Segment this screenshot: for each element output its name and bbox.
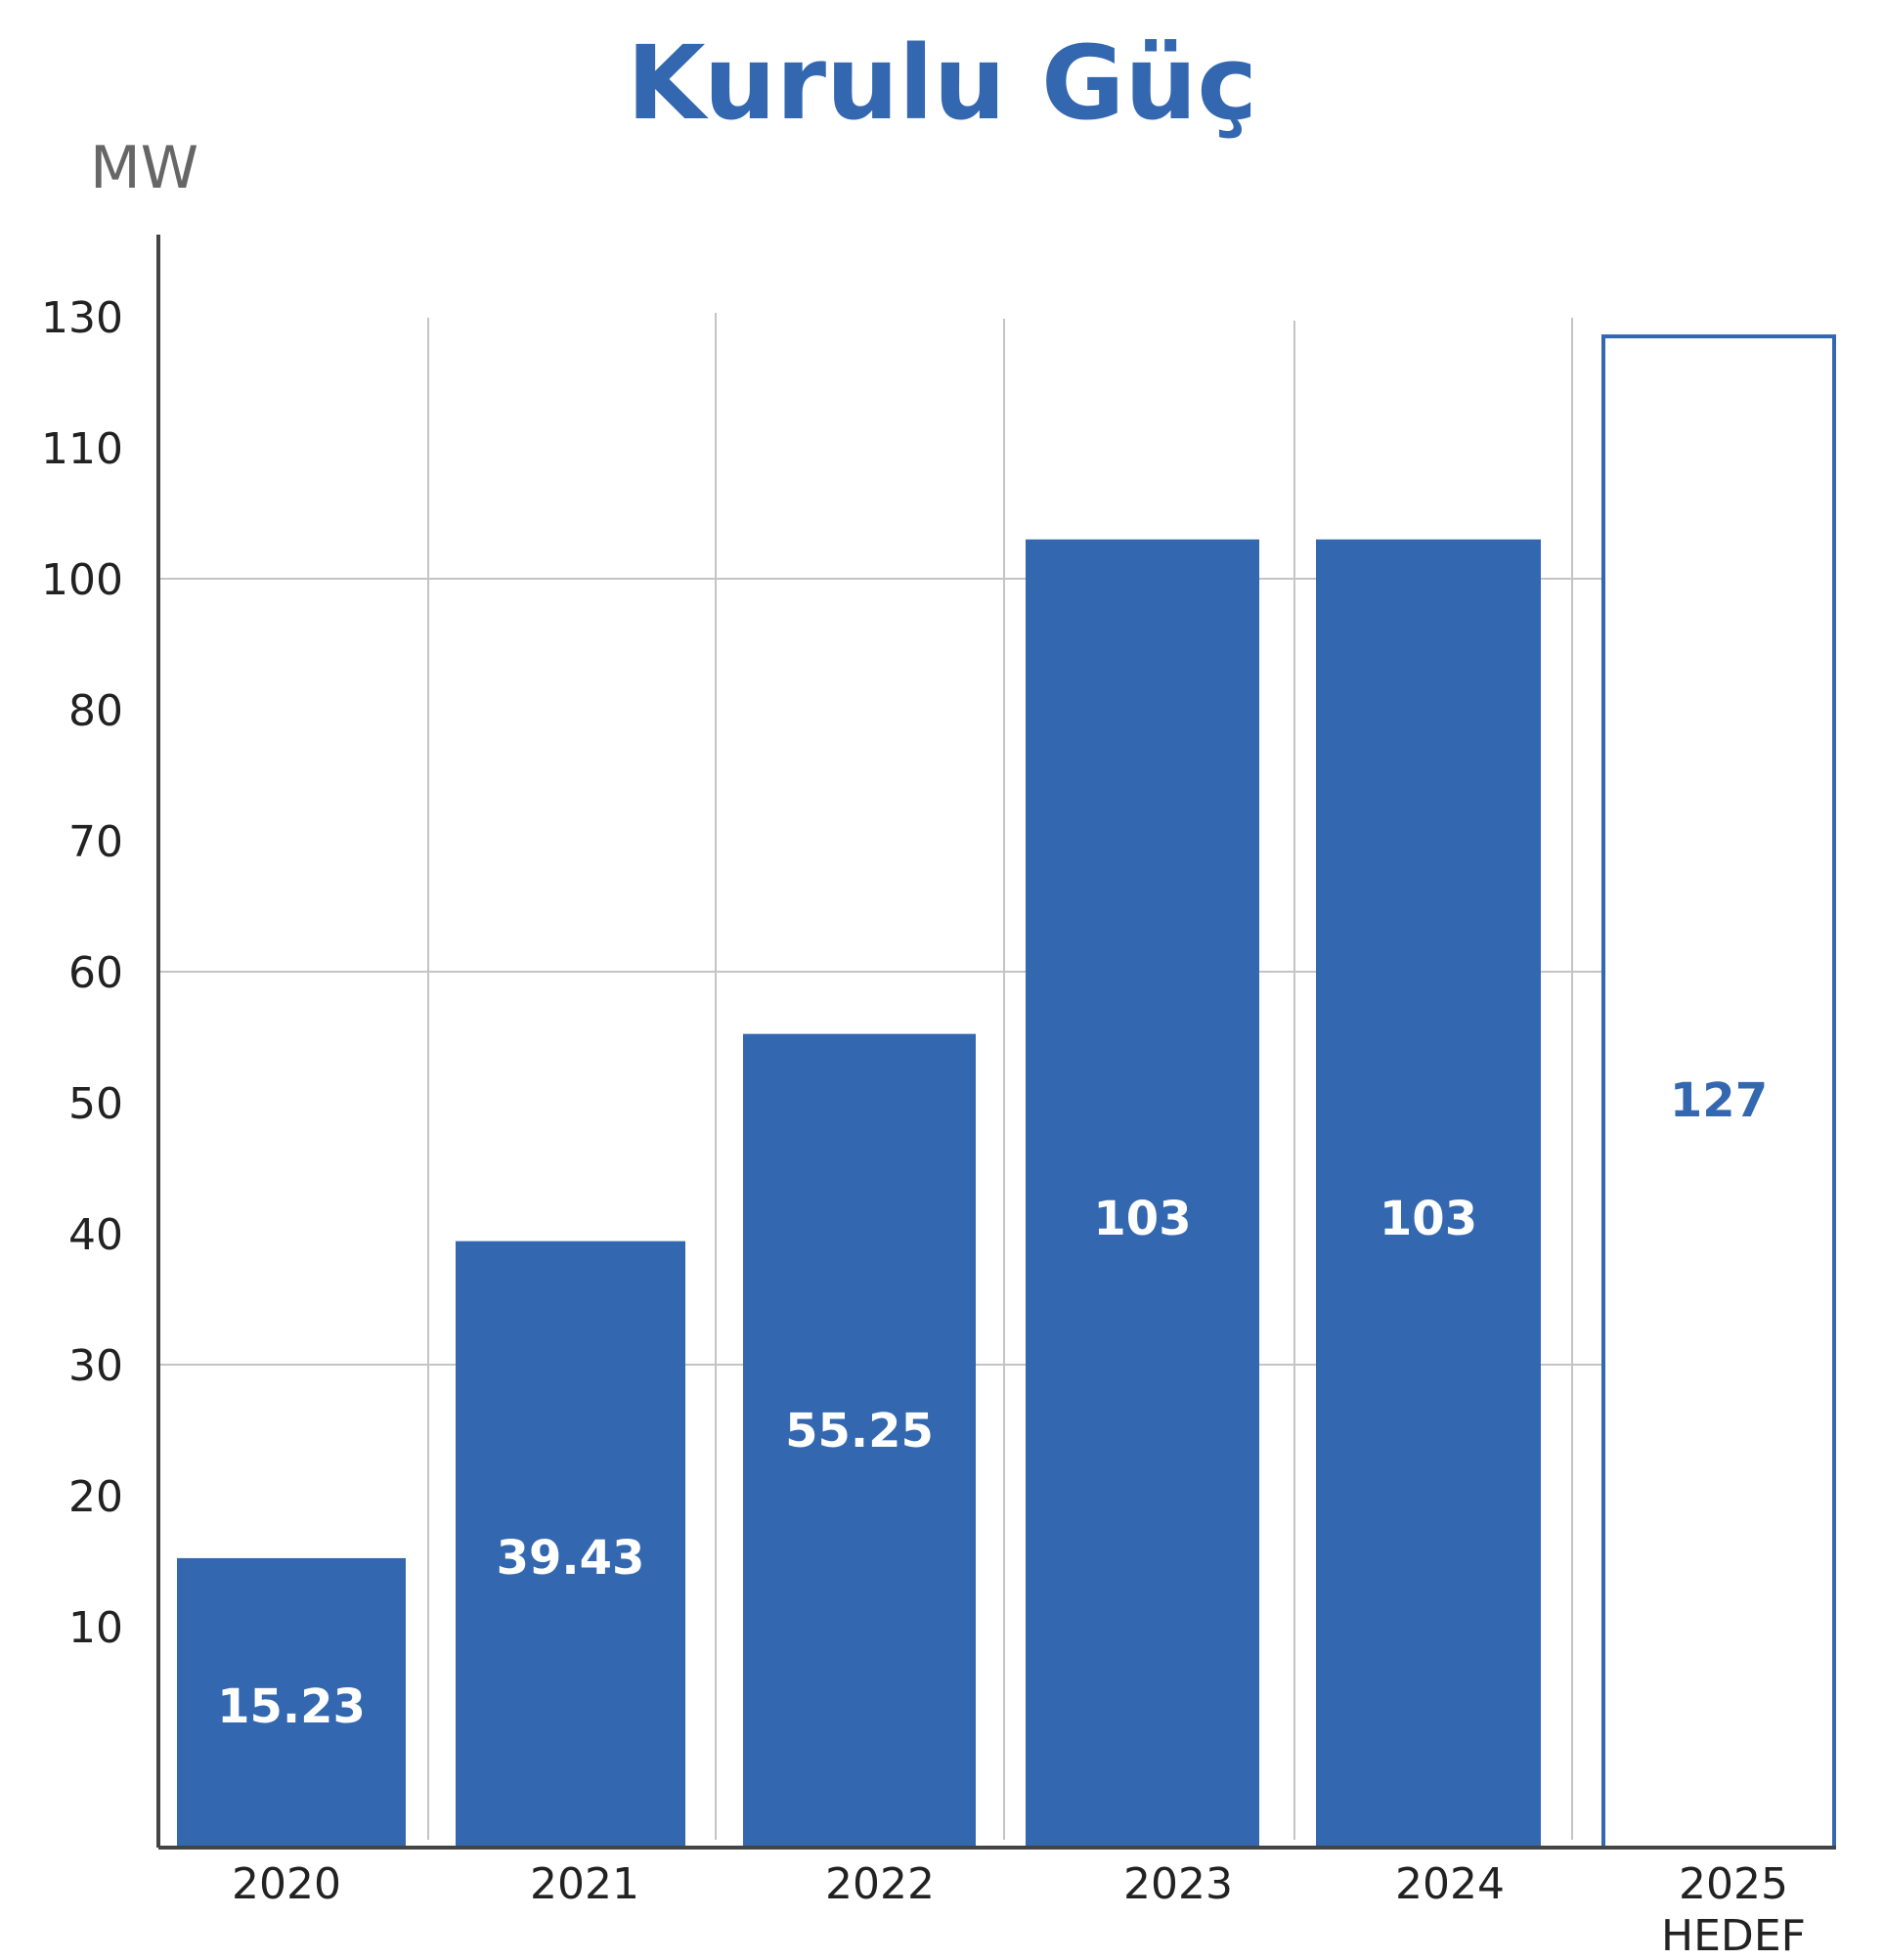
- bar-value-label: 55.25: [785, 1404, 934, 1459]
- bar-2025: [1601, 334, 1836, 1851]
- bar-value-label: 103: [1093, 1192, 1191, 1246]
- y-tick-label: 130: [41, 293, 123, 343]
- y-tick-label: 40: [68, 1210, 123, 1260]
- bar-2021: [456, 1241, 685, 1848]
- y-axis-unit-label: MW: [90, 134, 199, 202]
- y-tick-label: 100: [41, 555, 123, 605]
- x-tick-label: 2025: [1679, 1859, 1788, 1909]
- bar-value-label: 103: [1380, 1192, 1477, 1246]
- y-tick-label: 60: [68, 948, 123, 998]
- bar-value-label: 39.43: [497, 1531, 645, 1586]
- x-tick-label: 2023: [1123, 1859, 1233, 1909]
- x-tick-label: 2021: [530, 1859, 639, 1909]
- bar-2024: [1316, 539, 1541, 1848]
- y-tick-label: 50: [68, 1079, 123, 1129]
- x-tick-label: 2024: [1395, 1859, 1505, 1909]
- x-tick-sublabel: HEDEF: [1661, 1911, 1806, 1960]
- y-tick-label: 30: [68, 1341, 123, 1391]
- bar-value-label: 15.23: [217, 1679, 366, 1734]
- y-tick-label: 110: [41, 424, 123, 474]
- bar-2022: [743, 1033, 976, 1848]
- chart-title: Kurulu Güç: [626, 23, 1258, 143]
- y-tick-label: 80: [68, 686, 123, 736]
- bar-2020: [177, 1557, 406, 1848]
- bar-2023: [1026, 539, 1259, 1848]
- x-tick-label: 2020: [232, 1859, 341, 1909]
- y-tick-label: 10: [68, 1603, 123, 1653]
- bar-value-label: 127: [1670, 1073, 1768, 1128]
- y-tick-label: 70: [68, 817, 123, 867]
- y-tick-label: 20: [68, 1472, 123, 1522]
- x-tick-label: 2022: [825, 1859, 935, 1909]
